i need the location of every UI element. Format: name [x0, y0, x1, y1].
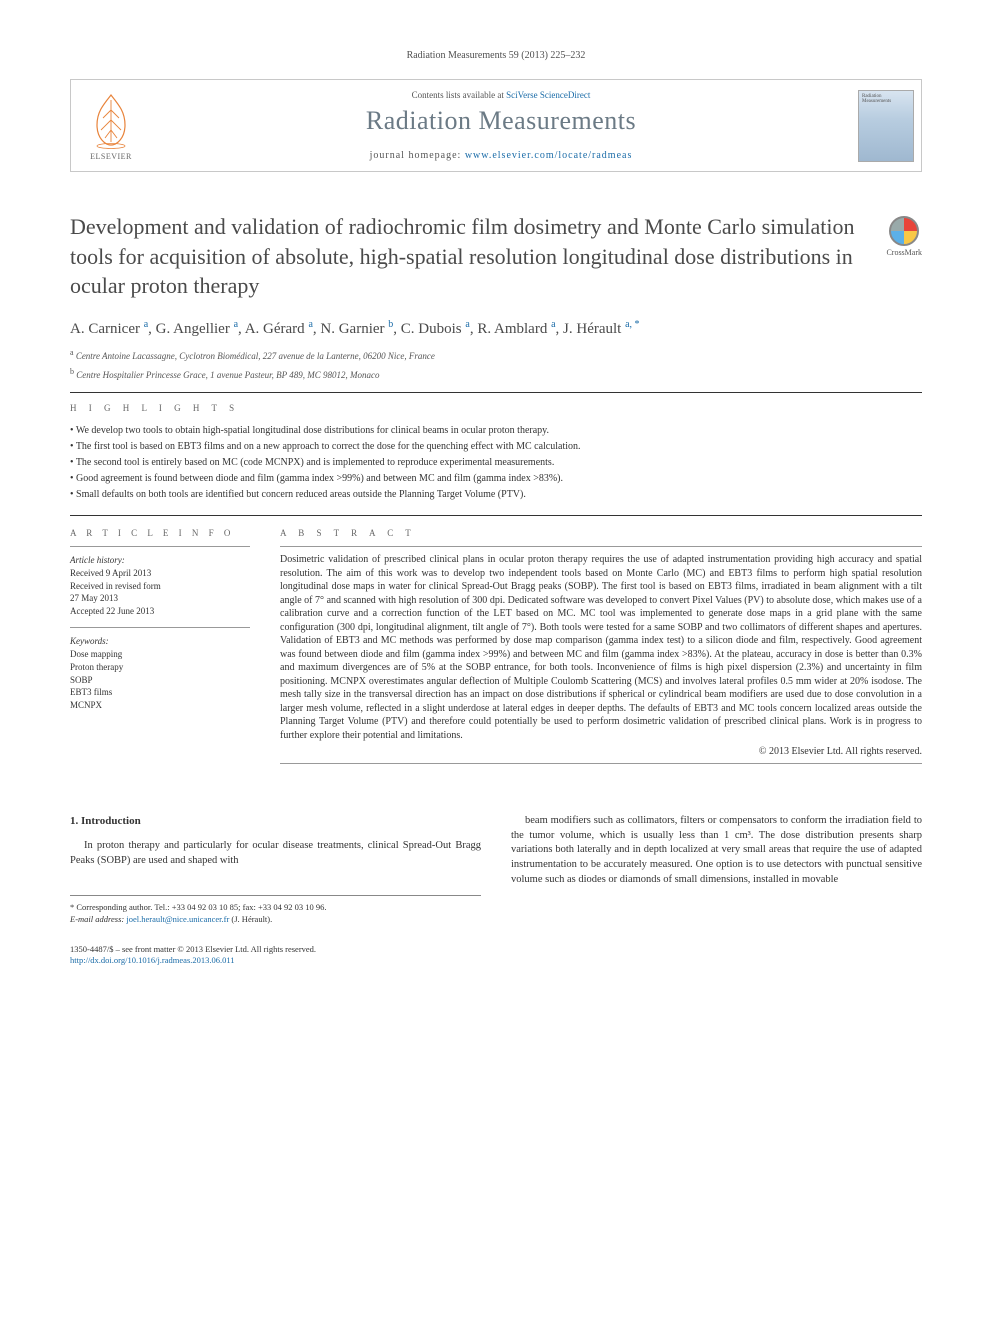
corresp-email-link[interactable]: joel.herault@nice.unicancer.fr [126, 914, 229, 924]
body-column-left: 1. Introduction In proton therapy and pa… [70, 814, 481, 926]
divider [70, 392, 922, 393]
elsevier-logo: ELSEVIER [71, 80, 151, 171]
crossmark-label: CrossMark [886, 248, 922, 257]
keyword-item: EBT3 films [70, 686, 250, 699]
intro-paragraph-right: beam modifiers such as collimators, filt… [511, 814, 922, 887]
elsevier-tree-icon [83, 90, 139, 150]
journal-cover-thumbnail: Radiation Measurements [851, 80, 921, 171]
keyword-item: Proton therapy [70, 661, 250, 674]
keyword-item: Dose mapping [70, 648, 250, 661]
corresponding-author-note: * Corresponding author. Tel.: +33 04 92 … [70, 895, 481, 926]
article-info-heading: A R T I C L E I N F O [70, 528, 250, 538]
highlights-list: We develop two tools to obtain high-spat… [70, 423, 922, 503]
article-title: Development and validation of radiochrom… [70, 212, 874, 301]
article-info-sidebar: A R T I C L E I N F O Article history: R… [70, 528, 250, 764]
abstract-text: Dosimetric validation of prescribed clin… [280, 553, 922, 742]
highlight-item: The second tool is entirely based on MC … [70, 455, 922, 471]
abstract-copyright: © 2013 Elsevier Ltd. All rights reserved… [280, 746, 922, 757]
sciencedirect-link[interactable]: SciVerse ScienceDirect [506, 90, 590, 100]
keywords-list: Dose mappingProton therapySOBPEBT3 films… [70, 648, 250, 711]
highlight-item: Good agreement is found between diode an… [70, 471, 922, 487]
highlight-item: The first tool is based on EBT3 films an… [70, 439, 922, 455]
crossmark-icon [889, 216, 919, 246]
publisher-header: ELSEVIER Contents lists available at Sci… [70, 79, 922, 172]
elsevier-label: ELSEVIER [90, 152, 132, 161]
highlight-item: We develop two tools to obtain high-spat… [70, 423, 922, 439]
top-citation: Radiation Measurements 59 (2013) 225–232 [70, 50, 922, 61]
intro-paragraph-left: In proton therapy and particularly for o… [70, 839, 481, 868]
journal-name: Radiation Measurements [159, 106, 843, 136]
keyword-item: MCNPX [70, 699, 250, 712]
homepage-link[interactable]: www.elsevier.com/locate/radmeas [465, 150, 633, 161]
abstract-heading: A B S T R A C T [280, 528, 922, 538]
history-heading: Article history: [70, 555, 250, 565]
affiliation-b: b Centre Hospitalier Princesse Grace, 1 … [70, 367, 922, 380]
affiliations-block: a Centre Antoine Lacassagne, Cyclotron B… [70, 348, 922, 380]
history-received: Received 9 April 2013 [70, 567, 250, 580]
divider [70, 515, 922, 516]
keywords-heading: Keywords: [70, 636, 250, 646]
doi-link[interactable]: http://dx.doi.org/10.1016/j.radmeas.2013… [70, 955, 235, 965]
footer-copyright: 1350-4487/$ – see front matter © 2013 El… [70, 944, 922, 967]
history-revised-date: 27 May 2013 [70, 592, 250, 605]
highlights-heading: H I G H L I G H T S [70, 403, 922, 413]
history-accepted: Accepted 22 June 2013 [70, 605, 250, 618]
journal-homepage: journal homepage: www.elsevier.com/locat… [159, 150, 843, 161]
body-column-right: beam modifiers such as collimators, filt… [511, 814, 922, 926]
contents-available-line: Contents lists available at SciVerse Sci… [159, 90, 843, 100]
author-list: A. Carnicer a, G. Angellier a, A. Gérard… [70, 319, 922, 338]
abstract-block: A B S T R A C T Dosimetric validation of… [280, 528, 922, 764]
affiliation-a: a Centre Antoine Lacassagne, Cyclotron B… [70, 348, 922, 361]
crossmark-badge[interactable]: CrossMark [886, 216, 922, 257]
highlight-item: Small defaults on both tools are identif… [70, 487, 922, 503]
keyword-item: SOBP [70, 674, 250, 687]
history-revised-label: Received in revised form [70, 580, 250, 593]
section-1-heading: 1. Introduction [70, 814, 481, 829]
